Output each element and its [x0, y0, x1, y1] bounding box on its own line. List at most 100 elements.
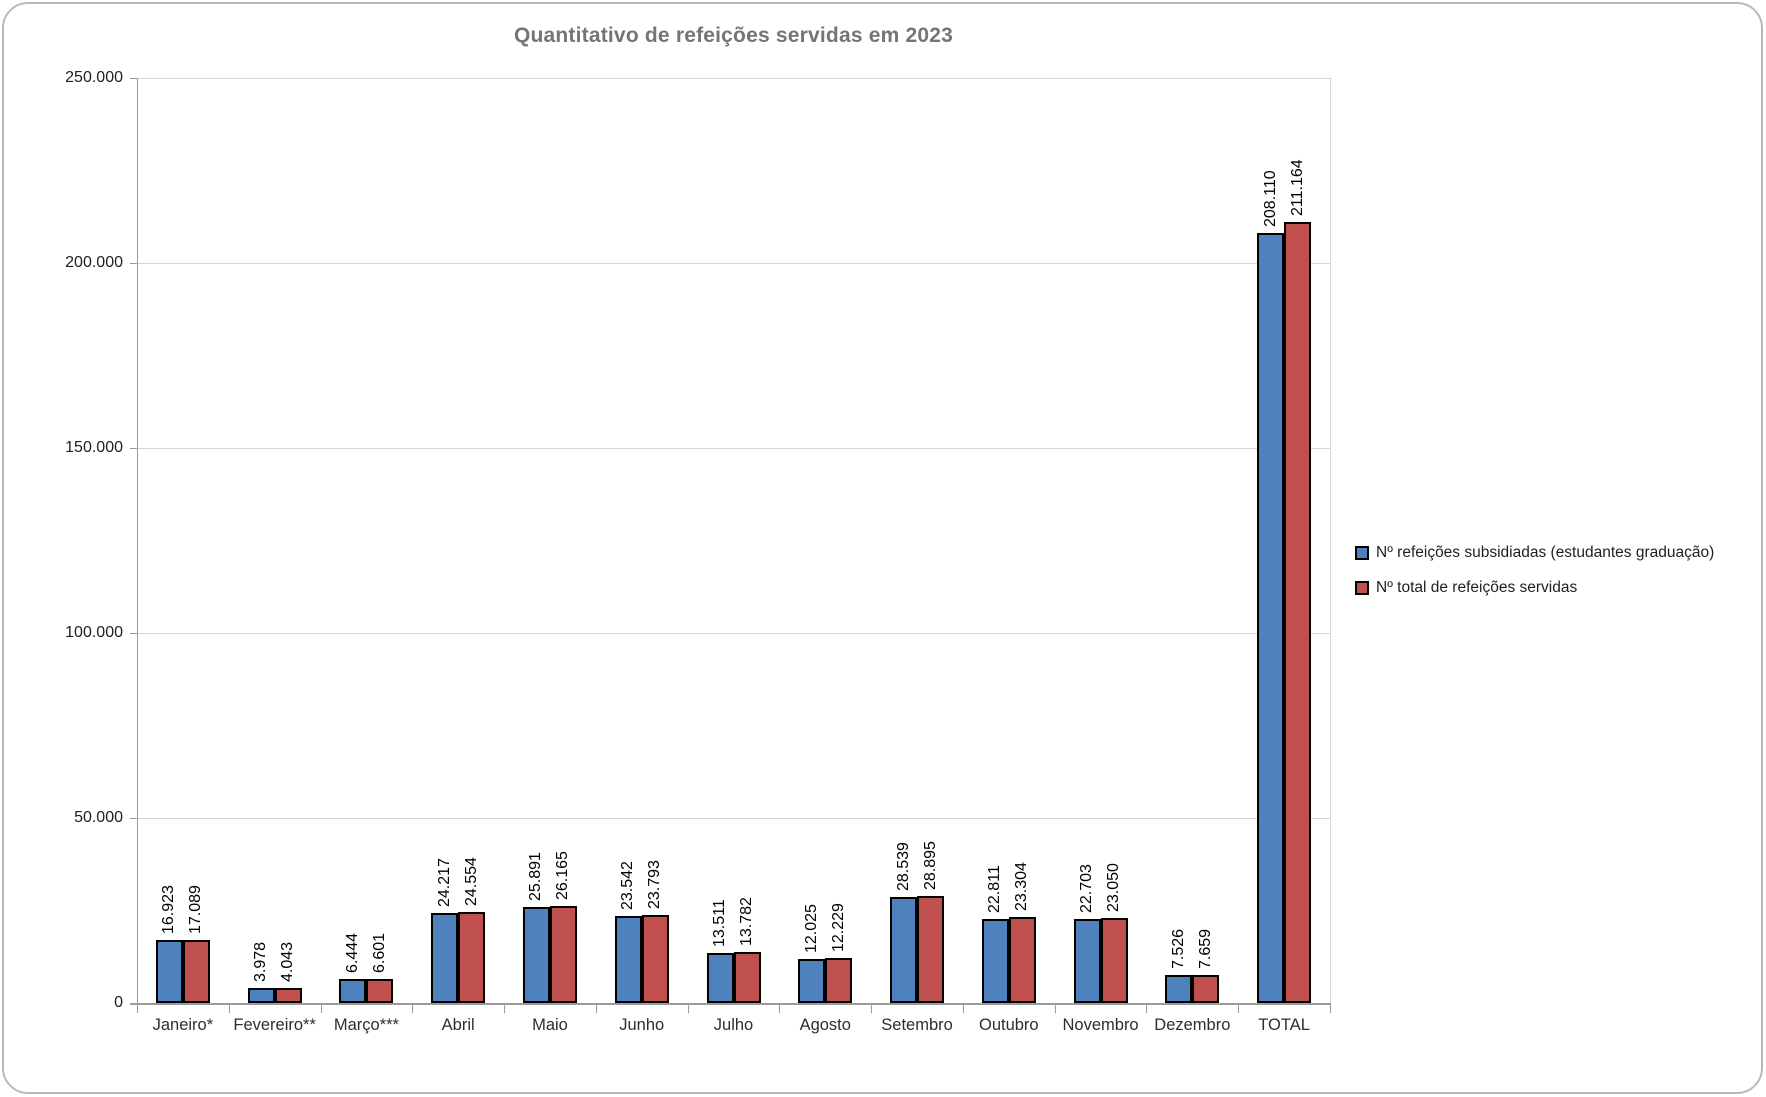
bar-subsidized — [614, 915, 642, 1003]
bar-value-label: 23.304 — [1013, 861, 1031, 911]
gridline — [137, 263, 1330, 264]
bar-value-label: 23.050 — [1105, 862, 1123, 912]
x-category-label: TOTAL — [1258, 1016, 1310, 1034]
bar-total — [1284, 221, 1312, 1003]
x-axis-tick — [1146, 1003, 1148, 1013]
bar-total — [274, 988, 302, 1003]
bar-value-label: 13.782 — [738, 897, 756, 946]
y-tick-label: 250.000 — [65, 69, 123, 86]
bar-value-label: 24.217 — [435, 858, 453, 908]
x-category-label: Outubro — [978, 1016, 1039, 1034]
bar-value-label: 211.164 — [1288, 159, 1306, 216]
x-axis-tick — [1054, 1003, 1056, 1013]
x-category-label: Fevereiro** — [233, 1016, 316, 1034]
y-axis-tick — [130, 818, 137, 819]
y-tick-label: 0 — [114, 994, 123, 1011]
gridline — [137, 78, 1330, 79]
legend-label-subsidized: Nº refeições subsidiadas (estudantes gra… — [1376, 544, 1715, 561]
y-axis-line — [137, 78, 138, 1013]
x-axis-tick — [320, 1003, 322, 1013]
y-axis-tick — [130, 263, 137, 264]
bar-value-label: 4.043 — [279, 941, 297, 983]
y-axis-tick — [130, 633, 137, 634]
bar-subsidized — [1257, 232, 1285, 1003]
bar-value-label: 23.542 — [619, 860, 637, 910]
legend-entry-total: Nº total de refeições servidas — [1355, 579, 1714, 597]
bar-value-label: 22.703 — [1078, 864, 1096, 913]
bar-subsidized — [155, 940, 183, 1003]
bar-value-label: 3.978 — [252, 942, 270, 983]
x-category-label: Setembro — [881, 1016, 953, 1034]
bar-value-label: 12.229 — [829, 902, 847, 952]
bar-total — [1192, 974, 1220, 1003]
bar-value-label: 16.923 — [160, 885, 178, 935]
bar-subsidized — [798, 958, 826, 1003]
bar-subsidized — [339, 979, 367, 1003]
x-axis-tick — [687, 1003, 689, 1013]
bar-subsidized — [1165, 975, 1193, 1003]
bar-total — [1008, 916, 1036, 1003]
x-category-label: Novembro — [1062, 1016, 1139, 1034]
bar-value-label: 26.165 — [554, 851, 572, 901]
bar-subsidized — [431, 913, 459, 1003]
chart-title: Quantitativo de refeições servidas em 20… — [513, 24, 954, 47]
gridline — [137, 818, 1330, 819]
x-category-label: Julho — [713, 1016, 754, 1034]
x-axis-tick — [228, 1003, 230, 1013]
bar-subsidized — [1073, 918, 1101, 1003]
bar-total — [733, 952, 761, 1003]
legend-entry-subsidized: Nº refeições subsidiadas (estudantes gra… — [1355, 544, 1714, 562]
bar-value-label: 23.793 — [646, 860, 664, 909]
bar-value-label: 22.811 — [986, 864, 1004, 913]
y-axis-tick — [130, 1003, 137, 1004]
bar-subsidized — [890, 897, 918, 1003]
plot-right-border — [1330, 78, 1331, 1003]
x-category-label: Março*** — [333, 1016, 399, 1034]
x-axis-tick — [412, 1003, 414, 1013]
bar-value-label: 208.110 — [1261, 170, 1279, 227]
gridline — [137, 448, 1330, 449]
x-category-label: Janeiro* — [152, 1016, 214, 1034]
bar-subsidized — [706, 953, 734, 1003]
y-tick-label: 50.000 — [74, 809, 123, 826]
x-category-label: Junho — [619, 1016, 665, 1034]
bar-total — [825, 957, 853, 1003]
bar-total — [917, 896, 945, 1003]
bar-subsidized — [981, 918, 1009, 1003]
bar-total — [458, 912, 486, 1003]
x-axis-tick — [1330, 1003, 1331, 1013]
bar-total — [366, 978, 394, 1003]
bar-value-label: 7.659 — [1197, 928, 1215, 969]
bar-value-label: 6.601 — [371, 932, 389, 973]
gridline — [137, 633, 1330, 634]
y-axis-tick — [130, 448, 137, 449]
x-axis-tick — [595, 1003, 597, 1013]
x-category-label: Agosto — [799, 1016, 851, 1034]
x-axis-tick — [962, 1003, 964, 1013]
x-axis-tick — [779, 1003, 781, 1013]
x-axis-tick — [1238, 1003, 1240, 1013]
bar-total — [182, 939, 210, 1003]
x-category-label: Dezembro — [1154, 1016, 1231, 1034]
legend-label-total: Nº total de refeições servidas — [1376, 579, 1578, 596]
bar-subsidized — [247, 988, 275, 1003]
y-tick-label: 200.000 — [65, 254, 123, 271]
x-axis-tick — [504, 1003, 506, 1013]
x-category-label: Abril — [441, 1016, 475, 1034]
x-axis-tick — [871, 1003, 873, 1013]
legend: Nº refeições subsidiadas (estudantes gra… — [1355, 544, 1714, 597]
bar-total — [1100, 917, 1128, 1003]
bar-total — [641, 914, 669, 1003]
x-axis-tick — [137, 1003, 138, 1013]
legend-marker-blue-icon — [1355, 546, 1369, 560]
bar-value-label: 7.526 — [1170, 929, 1188, 970]
bar-value-label: 24.554 — [462, 857, 480, 907]
y-axis-tick — [130, 78, 137, 79]
bar-value-label: 13.511 — [711, 899, 729, 947]
x-category-label: Maio — [532, 1016, 568, 1034]
bar-value-label: 28.895 — [921, 841, 939, 891]
bar-value-label: 28.539 — [894, 842, 912, 892]
y-tick-label: 100.000 — [65, 624, 123, 641]
